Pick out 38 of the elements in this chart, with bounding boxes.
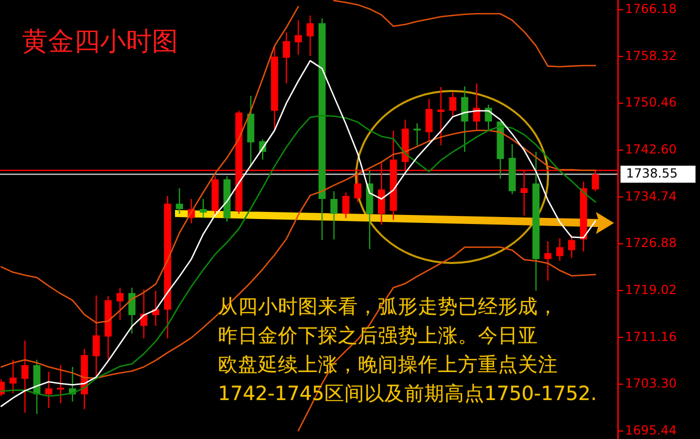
candlestick (21, 340, 29, 414)
candlestick (425, 98, 433, 142)
candlestick (294, 20, 302, 56)
y-tick-label: 1726.88 (625, 235, 677, 250)
candlestick (116, 287, 124, 320)
candlestick (45, 371, 52, 409)
candlestick (176, 188, 184, 214)
y-tick-label: 1750.46 (625, 94, 677, 110)
ref-line-label: 1738.55 (626, 166, 678, 181)
y-tick-label: 1703.30 (625, 376, 677, 391)
text: 黄金四小时图 (22, 27, 178, 57)
candlestick (556, 238, 564, 262)
candlestick (342, 192, 350, 219)
y-tick-label: 1711.16 (625, 328, 677, 344)
candlestick (414, 122, 421, 146)
candlestick (592, 169, 599, 192)
candlestick (140, 288, 148, 339)
candlestick (282, 32, 290, 84)
candlestick (306, 14, 314, 57)
candlestick (330, 190, 338, 240)
candlestick (449, 92, 456, 118)
y-tick-label: 1766.18 (625, 1, 677, 16)
candlestick (92, 294, 100, 380)
y-tick-label: 1758.32 (625, 48, 677, 63)
candlestick (152, 290, 160, 326)
y-tick-label: 1742.60 (625, 142, 677, 157)
y-tick-label: 1695.44 (625, 422, 677, 438)
candlestick (568, 234, 576, 259)
candlestick (354, 174, 362, 203)
annotation: 昨日金价下探之后强势上涨。今日亚 (218, 324, 538, 347)
candlestick (10, 359, 17, 394)
line-series (0, 60, 596, 407)
candlestick (437, 86, 444, 146)
candlestick (544, 240, 552, 282)
candlestick (128, 287, 136, 334)
y-tick-label: 1719.02 (625, 282, 677, 297)
y-tick-label: 1734.74 (625, 188, 677, 204)
candlestick (200, 198, 207, 219)
